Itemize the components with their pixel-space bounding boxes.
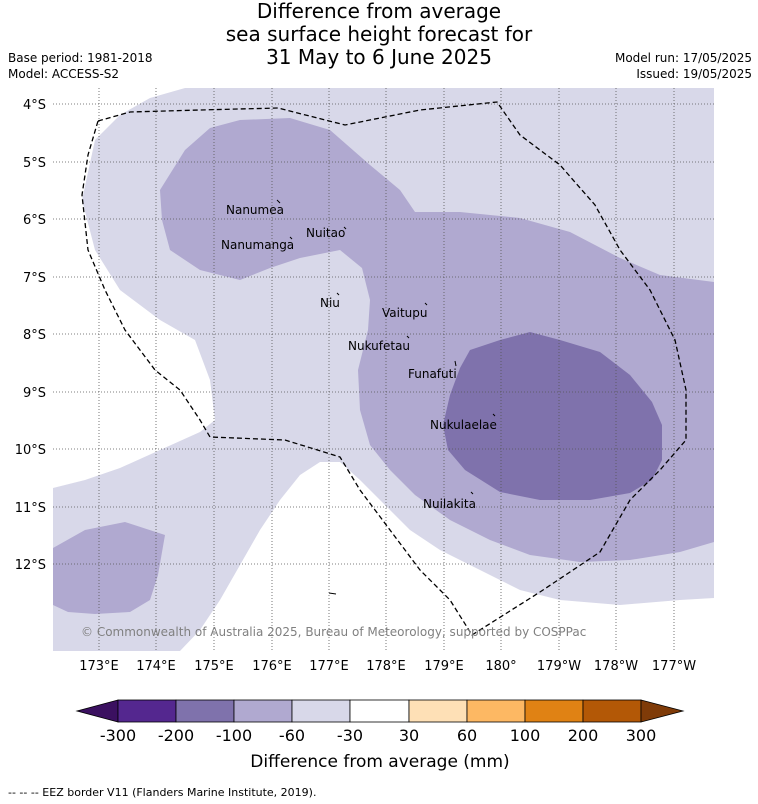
- lon-label: 177°E: [309, 659, 349, 674]
- eez-footnote: -- -- -- EEZ border V11 (Flanders Marine…: [8, 786, 317, 799]
- lon-label: 173°E: [79, 659, 119, 674]
- island-mark-niu: [336, 292, 340, 296]
- colorbar-tick: -300: [100, 726, 136, 745]
- island-mark-nuilakita: [470, 491, 474, 495]
- place-label-nanumanga: Nanumanga: [221, 238, 294, 252]
- place-label-nukufetau: Nukufetau: [348, 339, 410, 353]
- colorbar-bin-6: [408, 699, 468, 723]
- colorbar-tick: 30: [399, 726, 419, 745]
- issued-date: Issued: 19/05/2025: [636, 67, 752, 81]
- island-mark-nukulaelae: [492, 413, 496, 417]
- lon-label: 179°E: [424, 659, 464, 674]
- lon-label: 180°: [485, 659, 516, 674]
- colorbar-tick: 100: [510, 726, 541, 745]
- colorbar-tick: 200: [568, 726, 599, 745]
- place-label-niu: Niu: [320, 296, 340, 310]
- place-label-nuilakita: Nuilakita: [423, 497, 476, 511]
- lon-label: 178°E: [366, 659, 406, 674]
- place-label-funafuti: Funafuti: [408, 367, 457, 381]
- latitude-labels: 4°S 5°S 6°S 7°S 8°S 9°S 10°S 11°S 12°S: [15, 98, 46, 573]
- island-mark-nuitao: [343, 226, 347, 230]
- lat-label: 10°S: [15, 443, 46, 458]
- meta-right: Model run: 17/05/2025 Issued: 19/05/2025: [615, 50, 752, 82]
- lon-label: 175°E: [194, 659, 234, 674]
- model-name: Model: ACCESS-S2: [8, 67, 120, 81]
- island-markers: [276, 199, 496, 595]
- title-line-3: 31 May to 6 June 2025: [266, 45, 492, 69]
- colorbar-bin-1: [117, 699, 177, 723]
- colorbar-bin-3: [233, 699, 293, 723]
- lon-label: 179°W: [537, 659, 581, 674]
- colorbar-tick: 300: [626, 726, 657, 745]
- lat-label: 6°S: [23, 213, 46, 228]
- model-run: Model run: 17/05/2025: [614, 51, 752, 65]
- contour-minus100-minus60-southwest: [53, 522, 165, 614]
- lat-label: 7°S: [23, 271, 46, 286]
- colorbar-bin-9: [582, 699, 642, 723]
- graticule: [53, 88, 714, 651]
- colorbar-over-arrow: [640, 699, 685, 723]
- lat-label: 11°S: [15, 501, 46, 516]
- eez-border: [81, 101, 687, 636]
- lat-label: 8°S: [23, 328, 46, 343]
- lon-label: 177°W: [652, 659, 696, 674]
- colorbar: -300 -200 -100 -60 -30 30 60 100 200 300…: [75, 699, 685, 772]
- colorbar-bin-8: [524, 699, 584, 723]
- island-mark-south: [328, 592, 337, 595]
- copyright-notice: © Commonwealth of Australia 2025, Bureau…: [81, 625, 586, 639]
- lat-label: 12°S: [15, 558, 46, 573]
- contour-minus200-minus100: [443, 332, 662, 500]
- place-label-nukulaelae: Nukulaelae: [430, 418, 497, 432]
- title-line-1: Difference from average: [256, 0, 502, 23]
- longitude-labels: 173°E 174°E 175°E 176°E 177°E 178°E 179°…: [79, 659, 696, 674]
- title-line-2: sea surface height forecast for: [225, 22, 533, 46]
- base-period: Base period: 1981-2018: [8, 51, 153, 65]
- island-mark-funafuti: [454, 360, 457, 367]
- map-title: Difference from average sea surface heig…: [0, 0, 758, 69]
- place-label-nuitao: Nuitao: [306, 226, 345, 240]
- lon-label: 174°E: [136, 659, 176, 674]
- meta-left: Base period: 1981-2018 Model: ACCESS-S2: [8, 50, 153, 82]
- colorbar-bin-2: [175, 699, 235, 723]
- island-mark-nukufetau: [406, 335, 410, 339]
- place-label-nanumea: Nanumea: [226, 203, 284, 217]
- colorbar-tick: -100: [216, 726, 252, 745]
- lat-label: 4°S: [23, 98, 46, 113]
- lat-label: 9°S: [23, 386, 46, 401]
- colorbar-bin-7: [466, 699, 526, 723]
- colorbar-tick: -200: [158, 726, 194, 745]
- island-mark-nanumanga: [289, 236, 293, 240]
- colorbar-label: Difference from average (mm): [250, 752, 509, 772]
- colorbar-tick: -60: [279, 726, 305, 745]
- colorbar-bin-5: [349, 699, 410, 723]
- colorbar-tick: -30: [337, 726, 363, 745]
- island-mark-vaitupu: [424, 302, 428, 306]
- map-area: Nanumea Nuitao Nanumanga Niu Vaitupu Nuk…: [53, 88, 714, 651]
- island-mark-nanumea: [276, 199, 281, 204]
- lon-label: 176°E: [252, 659, 292, 674]
- lon-label: 178°W: [594, 659, 638, 674]
- colorbar-bin-4: [291, 699, 351, 723]
- lat-label: 5°S: [23, 156, 46, 171]
- place-label-vaitupu: Vaitupu: [382, 306, 428, 320]
- colorbar-tick: 60: [457, 726, 477, 745]
- colorbar-under-arrow: [75, 699, 119, 723]
